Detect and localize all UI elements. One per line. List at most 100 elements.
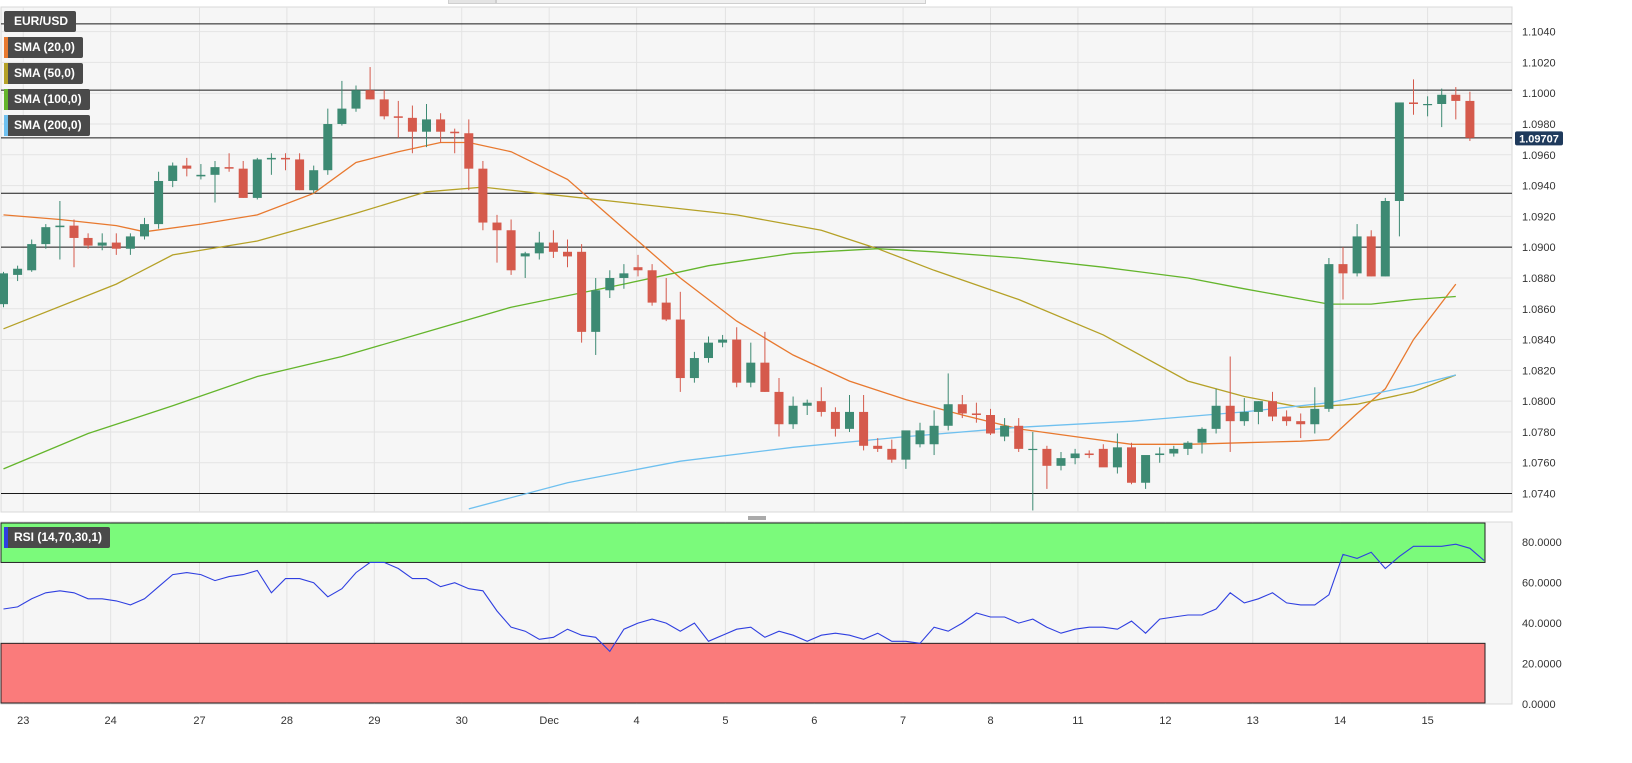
- price-tick-label: 1.1000: [1522, 88, 1556, 100]
- candle-body: [478, 168, 488, 223]
- candle-body: [27, 244, 37, 271]
- x-tick-label: 4: [634, 715, 640, 727]
- candle-body: [1183, 442, 1193, 449]
- candle-body: [1225, 405, 1235, 422]
- candle-body: [732, 339, 742, 383]
- candle-body: [252, 159, 262, 198]
- candle-body: [1070, 453, 1080, 459]
- x-tick-label: 23: [17, 715, 29, 727]
- price-tick-label: 1.0920: [1522, 211, 1556, 223]
- candle-body: [704, 342, 713, 359]
- candle-body: [1084, 453, 1094, 456]
- candle-body: [1211, 405, 1221, 429]
- candle-body: [957, 404, 967, 414]
- candle-body: [97, 242, 107, 246]
- candle-body: [845, 411, 854, 429]
- price-tick-label: 1.0740: [1522, 489, 1556, 501]
- candle-body: [407, 117, 417, 132]
- candle-body: [1028, 448, 1038, 451]
- candle-body: [168, 165, 178, 181]
- candle-body: [534, 242, 544, 254]
- legend-sma-100[interactable]: SMA (100,0): [4, 89, 90, 110]
- candle-body: [492, 222, 502, 231]
- candle-body: [1197, 428, 1207, 443]
- candle-body: [548, 242, 558, 252]
- x-tick-label: 13: [1247, 715, 1259, 727]
- candle-body: [661, 302, 671, 320]
- candle-body: [224, 167, 234, 169]
- sma-line: [3, 141, 1457, 445]
- candle-body: [689, 358, 699, 379]
- candle-body: [140, 224, 149, 237]
- candle-body: [1000, 425, 1010, 437]
- candle-body: [1437, 94, 1447, 104]
- candle-body: [619, 273, 629, 278]
- rsi-line: [3, 543, 1485, 653]
- price-tick-label: 1.0960: [1522, 150, 1556, 162]
- candle-body: [577, 251, 587, 332]
- candle-body: [154, 180, 164, 225]
- candle-body: [1056, 458, 1066, 466]
- candle-body: [971, 413, 981, 416]
- x-tick-label: 11: [1072, 715, 1083, 727]
- candle-body: [0, 273, 8, 305]
- price-panel: [0, 6, 1513, 513]
- candle-body: [266, 157, 276, 160]
- x-tick-label: 14: [1334, 715, 1346, 727]
- sma-line: [3, 186, 1457, 408]
- candle-body: [1042, 448, 1052, 466]
- price-tick-label: 1.0940: [1522, 181, 1556, 193]
- legend-rsi[interactable]: RSI (14,70,30,1): [4, 527, 111, 548]
- candle-body: [1465, 100, 1475, 138]
- current-price-tag: [1515, 131, 1563, 146]
- candle-body: [450, 131, 460, 134]
- candle-body: [351, 90, 361, 109]
- candle-body: [915, 430, 925, 445]
- toolbar-tab[interactable]: [448, 0, 496, 4]
- price-tick-label: 1.0760: [1522, 458, 1556, 470]
- candle-body: [887, 448, 897, 460]
- candle-body: [1112, 447, 1122, 468]
- candle-body: [1155, 453, 1165, 456]
- x-tick-label: Dec: [539, 715, 559, 727]
- candle-body: [1141, 455, 1151, 483]
- candle-body: [210, 167, 220, 175]
- rsi-tick-label: 0.0000: [1522, 699, 1556, 711]
- rsi-oversold-zone: [0, 642, 1486, 704]
- sma-line: [3, 248, 1456, 470]
- candle-body: [1451, 94, 1461, 101]
- candle-body: [591, 290, 601, 332]
- candle-body: [83, 237, 93, 246]
- rsi-tick-label: 40.0000: [1522, 618, 1562, 630]
- symbol-label[interactable]: EUR/USD: [4, 11, 77, 32]
- candle-body: [605, 277, 615, 291]
- candle-body: [774, 391, 784, 425]
- candle-body: [816, 401, 826, 412]
- candle-body: [1423, 103, 1433, 106]
- candle-body: [1296, 421, 1306, 425]
- candle-body: [295, 159, 305, 191]
- x-tick-label: 24: [105, 715, 117, 727]
- candle-body: [337, 108, 347, 125]
- legend-sma-200[interactable]: SMA (200,0): [4, 115, 90, 136]
- candle-body: [1098, 448, 1108, 468]
- candle-body: [365, 90, 375, 100]
- candle-body: [633, 267, 643, 271]
- legend-sma-20[interactable]: SMA (20,0): [4, 37, 83, 58]
- x-tick-label: 7: [900, 715, 906, 727]
- candle-body: [563, 251, 572, 257]
- candle-body: [1282, 416, 1292, 422]
- candle-body: [379, 99, 389, 117]
- legend-sma-50[interactable]: SMA (50,0): [4, 63, 83, 84]
- candle-body: [873, 445, 883, 449]
- candle-body: [859, 411, 869, 446]
- x-tick-label: 12: [1159, 715, 1171, 727]
- price-tick-label: 1.1040: [1522, 27, 1556, 39]
- candle-body: [760, 362, 770, 392]
- candle-body: [1352, 236, 1362, 274]
- candle-body: [506, 230, 516, 271]
- x-tick-label: 5: [722, 715, 728, 727]
- candle-body: [41, 227, 51, 245]
- candle-body: [901, 430, 911, 460]
